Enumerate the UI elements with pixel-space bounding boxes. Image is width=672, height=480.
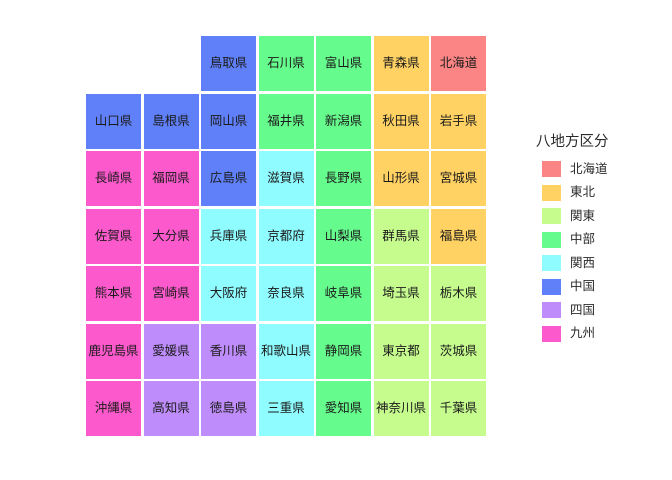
legend-item-label: 中国 xyxy=(570,279,596,294)
prefecture-tile: 富山県 xyxy=(316,36,371,91)
legend-entries: 北海道東北関東中部関西中国四国九州 xyxy=(536,161,609,342)
legend-item-label: 関東 xyxy=(570,208,596,223)
prefecture-tile: 鹿児島県 xyxy=(86,323,141,379)
legend-item: 北海道 xyxy=(536,161,609,177)
prefecture-tile: 佐賀県 xyxy=(86,208,141,264)
legend-item: 東北 xyxy=(536,184,609,201)
prefecture-tile: 愛媛県 xyxy=(143,323,199,379)
prefecture-tile: 愛知県 xyxy=(316,381,371,436)
prefecture-tile: 岐阜県 xyxy=(316,266,371,321)
legend-color-swatch xyxy=(542,184,561,201)
legend-item: 関西 xyxy=(536,255,609,271)
prefecture-tile: 大阪府 xyxy=(201,266,256,321)
prefecture-tile: 福岡県 xyxy=(143,151,199,206)
prefecture-tile: 神奈川県 xyxy=(373,381,429,436)
legend-item-label: 関西 xyxy=(570,255,596,270)
prefecture-tile: 島根県 xyxy=(143,93,199,149)
legend-color-swatch xyxy=(542,208,561,224)
prefecture-tile: 奈良県 xyxy=(258,266,314,321)
prefecture-tile: 大分県 xyxy=(143,208,199,264)
prefecture-tile: 東京都 xyxy=(373,323,429,379)
prefecture-tile: 山梨県 xyxy=(316,208,371,264)
prefecture-tile: 滋賀県 xyxy=(258,151,314,206)
prefecture-tile: 京都府 xyxy=(258,208,314,264)
legend-item-label: 四国 xyxy=(570,302,596,317)
prefecture-tile: 岩手県 xyxy=(431,93,486,149)
legend-item-label: 九州 xyxy=(570,326,596,341)
prefecture-tile: 群馬県 xyxy=(373,208,429,264)
legend-color-swatch xyxy=(542,278,561,295)
prefecture-tile: 長野県 xyxy=(316,151,371,206)
prefecture-tile: 徳島県 xyxy=(201,381,256,436)
prefecture-tile: 福井県 xyxy=(258,93,314,149)
prefecture-tile: 福島県 xyxy=(431,208,486,264)
legend-color-swatch xyxy=(542,231,561,248)
legend-item: 四国 xyxy=(536,302,609,318)
prefecture-tile: 岡山県 xyxy=(201,93,256,149)
prefecture-tile: 宮崎県 xyxy=(143,266,199,321)
legend-item: 中国 xyxy=(536,278,609,295)
prefecture-tile: 兵庫県 xyxy=(201,208,256,264)
legend-item: 中部 xyxy=(536,231,609,248)
legend-color-swatch xyxy=(542,161,561,177)
prefecture-tile: 石川県 xyxy=(258,36,314,91)
prefecture-tile: 長崎県 xyxy=(86,151,141,206)
prefecture-tile: 香川県 xyxy=(201,323,256,379)
prefecture-tile: 茨城県 xyxy=(431,323,486,379)
legend-color-swatch xyxy=(542,255,561,271)
legend-item-label: 中部 xyxy=(570,232,596,247)
prefecture-tile: 埼玉県 xyxy=(373,266,429,321)
prefecture-tile: 千葉県 xyxy=(431,381,486,436)
prefecture-tile: 山形県 xyxy=(373,151,429,206)
legend-color-swatch xyxy=(542,325,561,342)
legend-item: 九州 xyxy=(536,325,609,342)
prefecture-tile: 高知県 xyxy=(143,381,199,436)
prefecture-tile: 沖縄県 xyxy=(86,381,141,436)
prefecture-tile: 和歌山県 xyxy=(258,323,314,379)
prefecture-tile: 新潟県 xyxy=(316,93,371,149)
prefecture-tile: 鳥取県 xyxy=(201,36,256,91)
legend-item-label: 北海道 xyxy=(570,161,608,176)
prefecture-tile: 静岡県 xyxy=(316,323,371,379)
prefecture-tile: 三重県 xyxy=(258,381,314,436)
prefecture-grid: 鳥取県 石川県 富山県 青森県 北海道 山口県 島根県 岡山県 福井県 新潟県 秋田県 岩手県 長崎県福… xyxy=(86,36,486,436)
prefecture-tile: 青森県 xyxy=(373,36,429,91)
prefecture-tile: 熊本県 xyxy=(86,266,141,321)
prefecture-tile: 山口県 xyxy=(86,93,141,149)
region-legend: 八地方区分 北海道東北関東中部関西中国四国九州 xyxy=(536,135,609,349)
legend-color-swatch xyxy=(542,302,561,318)
legend-item-label: 東北 xyxy=(570,185,596,200)
prefecture-tile: 栃木県 xyxy=(431,266,486,321)
prefecture-tile: 北海道 xyxy=(431,36,486,91)
legend-title: 八地方区分 xyxy=(536,134,609,150)
prefecture-tile: 広島県 xyxy=(201,151,256,206)
prefecture-tile: 宮城県 xyxy=(431,151,486,206)
legend-item: 関東 xyxy=(536,208,609,224)
prefecture-tile: 秋田県 xyxy=(373,93,429,149)
